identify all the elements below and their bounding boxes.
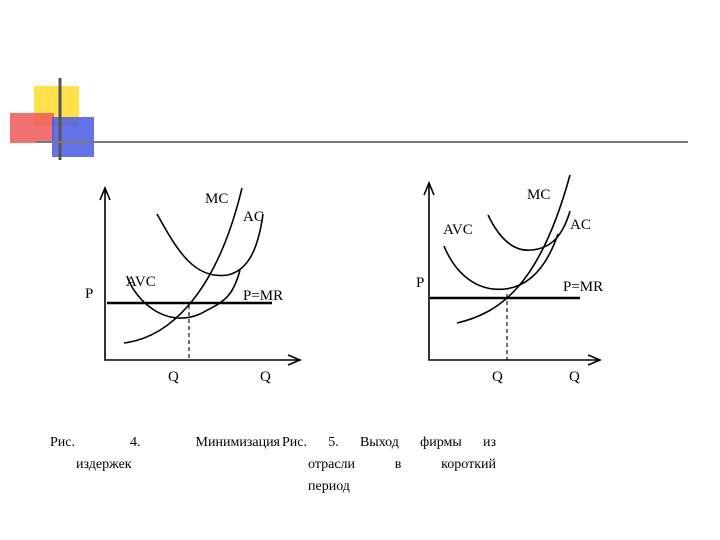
figure5-caption-line1: Рис. 5. Выход фирмы из bbox=[282, 435, 496, 450]
figure4-label-p: P bbox=[85, 286, 93, 302]
figure5-label-q-axis: Q bbox=[569, 369, 580, 385]
figure4-graph: MC AC AVC P P=MR Q Q bbox=[85, 185, 303, 385]
figure4-mc-curve bbox=[123, 187, 243, 344]
slide-logo bbox=[10, 78, 688, 160]
figure4-caption-line1: Рис. 4. Минимизация bbox=[50, 435, 280, 450]
figure4-label-mc: MC bbox=[205, 191, 228, 207]
logo-red-block bbox=[10, 113, 54, 143]
figure5-y-arrow bbox=[423, 180, 435, 196]
figure5-label-ac: AC bbox=[570, 217, 591, 233]
figure5-label-p-mr: P=MR bbox=[563, 279, 603, 295]
figure4-axes bbox=[104, 188, 300, 361]
figure4-y-arrow bbox=[99, 185, 111, 201]
logo-blue-block bbox=[52, 117, 94, 157]
figure5-label-avc: AVC bbox=[443, 222, 473, 238]
figure5-axes bbox=[428, 183, 600, 361]
figure5-mc-curve bbox=[456, 174, 571, 324]
figure4-x-arrow bbox=[287, 354, 303, 366]
figure5-x-arrow bbox=[587, 354, 603, 366]
figure5-label-p: P bbox=[416, 275, 424, 291]
figure5-avc-curve bbox=[443, 233, 559, 291]
figure5-graph: MC AC AVC P P=MR Q Q bbox=[416, 174, 603, 385]
figure5-caption-line3: период bbox=[308, 479, 350, 494]
figure4-caption: Рис. 4. Минимизация издержек bbox=[50, 432, 280, 476]
figure4-label-ac: AC bbox=[243, 209, 264, 225]
figure5-caption-line2: отрасли в короткий bbox=[308, 457, 496, 472]
figure4-label-p-mr: P=MR bbox=[243, 288, 283, 304]
figure4-label-q-star: Q bbox=[168, 369, 179, 385]
figure5-ac-curve bbox=[487, 210, 571, 251]
figure4-caption-line2: издержек bbox=[76, 457, 132, 472]
figure5-caption: Рис. 5. Выход фирмы из отрасли в коротки… bbox=[282, 432, 496, 498]
figure4-label-q-axis: Q bbox=[260, 369, 271, 385]
figure5-label-mc: MC bbox=[527, 187, 550, 203]
figure5-label-q-star: Q bbox=[492, 369, 503, 385]
figure4-ac-curve bbox=[156, 213, 264, 277]
figure4-label-avc: AVC bbox=[126, 274, 156, 290]
figure4-avc-curve bbox=[126, 269, 241, 319]
